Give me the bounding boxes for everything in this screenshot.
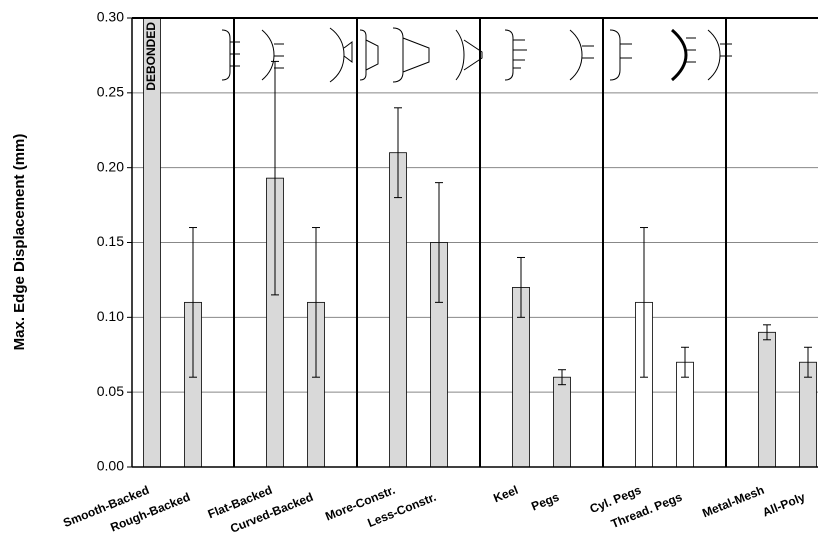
y-tick-label: 0.15 [97, 233, 124, 249]
y-tick-label: 0.10 [97, 308, 124, 324]
x-tick-label: Pegs [529, 490, 561, 514]
y-tick-label: 0.00 [97, 458, 124, 474]
icon [570, 30, 594, 80]
icon [360, 30, 378, 80]
bar [759, 332, 776, 467]
implant-icons [222, 28, 732, 82]
bar [677, 362, 694, 467]
icon [610, 30, 632, 80]
bar [554, 377, 571, 467]
x-tick-label: All-Poly [760, 490, 807, 520]
y-axis-label: Max. Edge Displacement (mm) [11, 134, 28, 351]
x-tick-label: Keel [491, 483, 520, 505]
icon [456, 30, 482, 80]
x-tick-label: Metal-Mesh [700, 483, 766, 520]
chart: Max. Edge Displacement (mm) 0.00 0.05 0.10… [0, 0, 818, 552]
y-tick-label: 0.25 [97, 84, 124, 100]
value-label: DEBONDED [144, 22, 158, 91]
icon [330, 28, 352, 82]
bar [390, 153, 407, 467]
icon [262, 30, 284, 80]
icon [708, 30, 732, 80]
y-tick-label: 0.20 [97, 158, 124, 174]
icon [222, 30, 240, 80]
icon [393, 28, 429, 82]
bar [800, 362, 817, 467]
icon [505, 30, 527, 80]
y-tick-label: 0.05 [97, 383, 124, 399]
y-tick-label: 0.30 [97, 9, 124, 25]
icon [686, 38, 696, 62]
icon [672, 30, 686, 80]
